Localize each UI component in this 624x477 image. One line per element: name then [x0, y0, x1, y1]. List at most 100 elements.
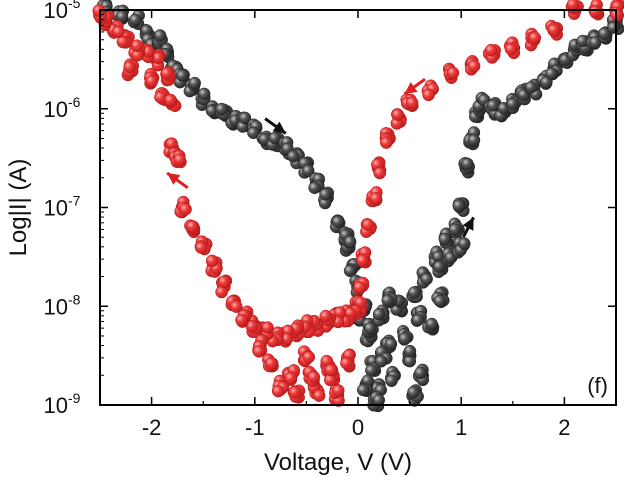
data-point-overlap	[363, 322, 377, 335]
y-axis-title: Log|I| (A)	[5, 159, 32, 257]
arrow-head	[404, 82, 418, 94]
data-point-overlap	[528, 31, 542, 44]
data-point-overlap	[385, 374, 398, 388]
data-point-overlap	[458, 237, 471, 250]
data-point-overlap	[407, 385, 420, 399]
direction-arrow	[166, 171, 189, 189]
data-point-overlap	[598, 27, 611, 40]
data-point-overlap	[407, 286, 421, 299]
data-point-overlap	[319, 309, 332, 323]
data-point-overlap	[284, 371, 297, 385]
data-point-overlap	[566, 0, 580, 11]
annotation-layer	[166, 77, 475, 238]
data-point-overlap	[414, 366, 427, 380]
data-point-overlap	[238, 111, 252, 125]
y-tick-exponent: -7	[68, 193, 81, 209]
data-point-overlap	[438, 232, 452, 246]
data-point-overlap	[217, 275, 231, 289]
direction-arrow	[264, 117, 287, 135]
data-point-overlap	[356, 254, 369, 267]
data-point-overlap	[271, 384, 285, 398]
y-tick-label: 10-6	[44, 94, 81, 122]
data-point-overlap	[247, 126, 260, 140]
y-tick-label: 10-7	[44, 193, 81, 221]
data-point-overlap	[403, 344, 417, 358]
data-point-overlap	[432, 260, 446, 273]
data-point-overlap	[467, 59, 481, 73]
data-point-overlap	[356, 383, 370, 397]
data-point-overlap	[545, 67, 558, 80]
data-point-overlap	[197, 87, 211, 101]
direction-arrow	[403, 77, 426, 96]
y-tick-label: 10-8	[44, 291, 81, 319]
axes-layer: -2 -1 0 1 2 10-9 10-8 10-7 10-6 10-5 Voltage, V (V…	[5, 0, 617, 476]
data-point-overlap	[524, 81, 538, 94]
data-point-overlap	[467, 133, 481, 147]
data-point-overlap	[308, 181, 321, 194]
data-point-overlap	[331, 215, 345, 228]
data-point-overlap	[145, 74, 159, 88]
data-point-overlap	[179, 202, 192, 216]
series-1	[92, 0, 624, 407]
data-point-overlap	[302, 350, 316, 364]
data-point-overlap	[176, 69, 189, 82]
data-point-overlap	[319, 188, 332, 201]
data-point-overlap	[411, 313, 425, 327]
arrow-head	[272, 121, 286, 134]
series-layer	[92, 0, 624, 413]
data-point-overlap	[384, 337, 398, 351]
data-point-overlap	[160, 66, 174, 80]
data-point-overlap	[173, 153, 186, 166]
data-point-overlap	[373, 166, 387, 180]
y-tick-exponent: -6	[68, 94, 81, 110]
data-point-overlap	[446, 66, 460, 80]
data-point-overlap	[361, 218, 375, 231]
data-point-overlap	[343, 235, 357, 248]
x-tick-label: 2	[558, 415, 570, 440]
data-point-overlap	[369, 192, 383, 205]
data-point-overlap	[129, 13, 142, 27]
data-point-overlap	[452, 199, 466, 212]
x-tick-label: 1	[455, 415, 467, 440]
data-point-overlap	[307, 370, 321, 384]
data-point-overlap	[343, 264, 357, 278]
data-point-overlap	[235, 313, 248, 327]
data-point-overlap	[264, 357, 278, 370]
y-tick-exponent: -8	[68, 291, 81, 307]
data-point-overlap	[312, 389, 326, 402]
data-point-overlap	[461, 157, 474, 171]
data-point-overlap	[372, 308, 386, 321]
direction-arrow	[461, 216, 475, 238]
data-point-overlap	[302, 164, 315, 177]
data-point-overlap	[205, 254, 219, 268]
data-point-overlap	[425, 317, 438, 331]
data-point-overlap	[194, 241, 208, 254]
x-tick-label: 0	[352, 415, 364, 440]
data-point-overlap	[188, 76, 201, 90]
data-point-overlap	[391, 108, 404, 121]
data-point-overlap	[405, 96, 419, 110]
data-point-overlap	[186, 220, 199, 233]
data-point-overlap	[252, 345, 266, 358]
y-tick-label: 10-5	[44, 0, 81, 23]
arrow-head	[167, 172, 181, 185]
data-point-overlap	[112, 25, 125, 39]
data-point-overlap	[380, 136, 393, 149]
data-point-overlap	[484, 43, 498, 57]
data-point-overlap	[422, 88, 435, 102]
data-point-overlap	[372, 393, 386, 407]
data-point-overlap	[547, 23, 561, 36]
data-point-overlap	[130, 39, 144, 52]
data-point-overlap	[230, 300, 243, 313]
data-point-overlap	[123, 60, 136, 74]
data-point-overlap	[420, 272, 433, 286]
data-point-overlap	[153, 29, 167, 42]
data-point-overlap	[340, 356, 353, 370]
data-point-overlap	[286, 150, 300, 163]
arrow-head	[462, 217, 474, 231]
data-point-overlap	[607, 21, 620, 34]
series-0	[96, 0, 624, 413]
data-point-overlap	[504, 42, 518, 56]
data-point-overlap	[331, 384, 345, 397]
